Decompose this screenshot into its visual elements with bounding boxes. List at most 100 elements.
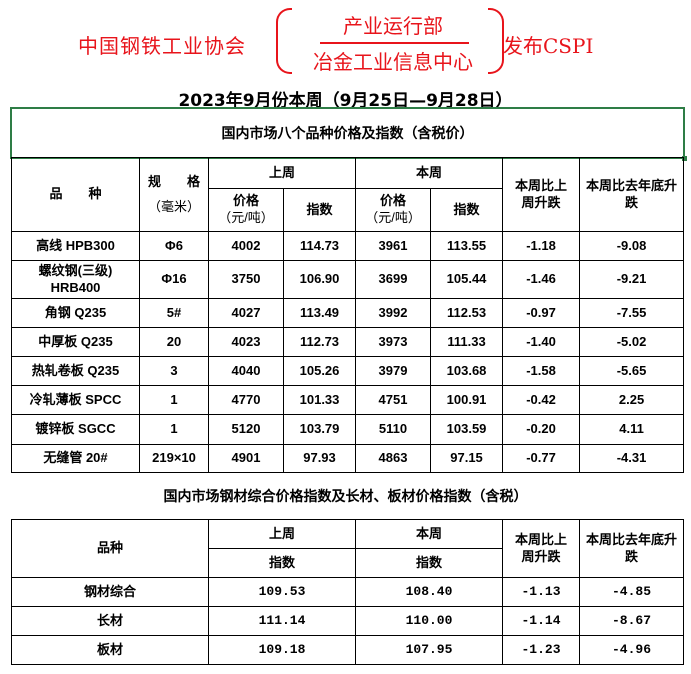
right-bracket — [488, 8, 504, 74]
cell-name: 角钢 Q235 — [11, 298, 140, 328]
cell-tw-index: 100.91 — [430, 385, 504, 415]
cell-tw-price: 4863 — [355, 444, 432, 473]
cell-tw-index: 103.68 — [430, 356, 504, 386]
cell-ytd: -4.85 — [579, 577, 684, 607]
cell-lw-index: 97.93 — [282, 444, 357, 473]
cell-name: 高线 HPB300 — [11, 231, 140, 261]
cell-tw-index: 105.44 — [430, 260, 504, 299]
cell-ytd: -5.02 — [579, 327, 685, 357]
header-this-week: 本周 — [355, 157, 504, 189]
cell-spec: 20 — [139, 327, 209, 357]
cell-lw-price: 4770 — [208, 385, 284, 415]
header-last-week: 上周 — [208, 519, 356, 549]
header-lw-index: 指数 — [208, 548, 356, 578]
table-row: 热轧卷板 Q235 3 4040 105.26 3979 103.68 -1.58 -5.65 — [11, 356, 685, 386]
table2-title: 国内市场钢材综合价格指数及长材、板材价格指数（含税） — [163, 489, 528, 505]
cell-tw-price: 3992 — [355, 298, 432, 328]
cell-lw-index: 114.73 — [282, 231, 357, 261]
cell-name: 中厚板 Q235 — [11, 327, 140, 357]
cell-tw: 110.00 — [355, 606, 503, 636]
header-spec: 规 格 （毫米） — [139, 157, 209, 232]
cell-lw-price: 4023 — [208, 327, 284, 357]
table-row: 冷轧薄板 SPCC 1 4770 101.33 4751 100.91 -0.42 2.25 — [11, 385, 685, 415]
cell-spec: 1 — [139, 414, 209, 445]
cell-tw-price: 3979 — [355, 356, 432, 386]
cell-wow: -0.77 — [502, 444, 581, 473]
cell-name: 螺纹钢(三级) HRB400 — [11, 260, 140, 299]
table-row: 长材 111.14 110.00 -1.14 -8.67 — [11, 606, 684, 636]
header-lw-price: 价格 （元/吨） — [208, 188, 284, 232]
cell-lw-index: 105.26 — [282, 356, 357, 386]
cell-tw-index: 103.59 — [430, 414, 504, 445]
cell-name: 冷轧薄板 SPCC — [11, 385, 140, 415]
cell-tw: 107.95 — [355, 635, 503, 665]
left-bracket — [276, 8, 292, 74]
table1-title: 国内市场八个品种价格及指数（含税价） — [221, 126, 474, 142]
cell-lw-index: 101.33 — [282, 385, 357, 415]
cell-ytd: -9.08 — [579, 231, 685, 261]
price-unit: （元/吨） — [218, 210, 274, 225]
org-name: 中国钢铁工业协会 — [78, 34, 246, 58]
price-table: 品 种 规 格（毫米） 上周 本周 本周比上周升跌 本周比去年底升跌 价格 （元/… — [11, 157, 685, 473]
table-row: 角钢 Q235 5# 4027 113.49 3992 112.53 -0.97 -7.55 — [11, 298, 685, 328]
price-unit: （元/吨） — [365, 210, 421, 225]
cell-lw-price: 4002 — [208, 231, 284, 261]
header-tw-index: 指数 — [430, 188, 504, 232]
header-tw-price: 价格 （元/吨） — [355, 188, 432, 232]
cell-wow: -1.14 — [502, 606, 580, 636]
report-period: 2023年9月份本周（9月25日—9月28日） — [178, 91, 513, 111]
cell-spec: 3 — [139, 356, 209, 386]
header-ytd: 本周比去年底升跌 — [579, 157, 685, 232]
cell-tw-price: 3973 — [355, 327, 432, 357]
price-label: 价格 — [380, 193, 407, 209]
cell-ytd: 4.11 — [579, 414, 685, 445]
table-row: 镀锌板 SGCC 1 5120 103.79 5110 103.59 -0.20 4.11 — [11, 414, 685, 445]
cell-wow: -1.13 — [502, 577, 580, 607]
cell-ytd: -8.67 — [579, 606, 684, 636]
cell-spec: 1 — [139, 385, 209, 415]
table1-title-cell[interactable]: 国内市场八个品种价格及指数（含税价） — [10, 107, 687, 161]
cell-lw-price: 5120 — [208, 414, 284, 445]
cell-ytd: -4.31 — [579, 444, 685, 473]
header-wow: 本周比上周升跌 — [502, 157, 581, 232]
cell-spec: Φ16 — [139, 260, 209, 299]
header-last-week: 上周 — [207, 157, 357, 189]
header-spec-label: 规 格 — [147, 173, 200, 189]
cell-spec: Φ6 — [139, 231, 209, 261]
cell-ytd: -9.21 — [579, 260, 685, 299]
cell-lw-price: 4040 — [208, 356, 284, 386]
cell-tw-index: 97.15 — [430, 444, 504, 473]
table-row: 螺纹钢(三级) HRB400 Φ16 3750 106.90 3699 105.44 -1.… — [11, 260, 685, 299]
cell-wow: -1.18 — [502, 231, 581, 261]
price-label: 价格 — [232, 193, 259, 209]
cell-tw-price: 3699 — [355, 260, 432, 299]
header-variety: 品种 — [11, 519, 209, 578]
header-variety: 品 种 — [11, 157, 140, 232]
cell-wow: -1.23 — [502, 635, 580, 665]
header-this-week: 本周 — [355, 519, 503, 549]
cell-ytd: -5.65 — [579, 356, 685, 386]
cell-ytd: -7.55 — [579, 298, 685, 328]
table-row: 无缝管 20# 219×10 4901 97.93 4863 97.15 -0.77 -4.3… — [11, 444, 685, 473]
cell-wow: -1.58 — [502, 356, 581, 386]
cell-ytd: 2.25 — [579, 385, 685, 415]
cell-lw-price: 4027 — [208, 298, 284, 328]
cell-lw-price: 3750 — [208, 260, 284, 299]
publish-label: 发布CSPI — [503, 34, 594, 58]
cell-tw-index: 113.55 — [430, 231, 504, 261]
cell-tw: 108.40 — [355, 577, 503, 607]
cell-lw: 111.14 — [208, 606, 356, 636]
header-spec-unit: （毫米） — [147, 198, 200, 214]
cell-wow: -0.97 — [502, 298, 581, 328]
cell-spec: 219×10 — [139, 444, 209, 473]
cell-tw-index: 111.33 — [430, 327, 504, 357]
fraction-rule — [320, 42, 469, 44]
cell-wow: -1.40 — [502, 327, 581, 357]
cell-lw: 109.53 — [208, 577, 356, 607]
cell-name: 镀锌板 SGCC — [11, 414, 140, 445]
cell-tw-price: 4751 — [355, 385, 432, 415]
cell-tw-index: 112.53 — [430, 298, 504, 328]
cell-selection-handle[interactable] — [682, 156, 687, 161]
cell-lw-index: 112.73 — [282, 327, 357, 357]
cell-name: 无缝管 20# — [11, 444, 140, 473]
